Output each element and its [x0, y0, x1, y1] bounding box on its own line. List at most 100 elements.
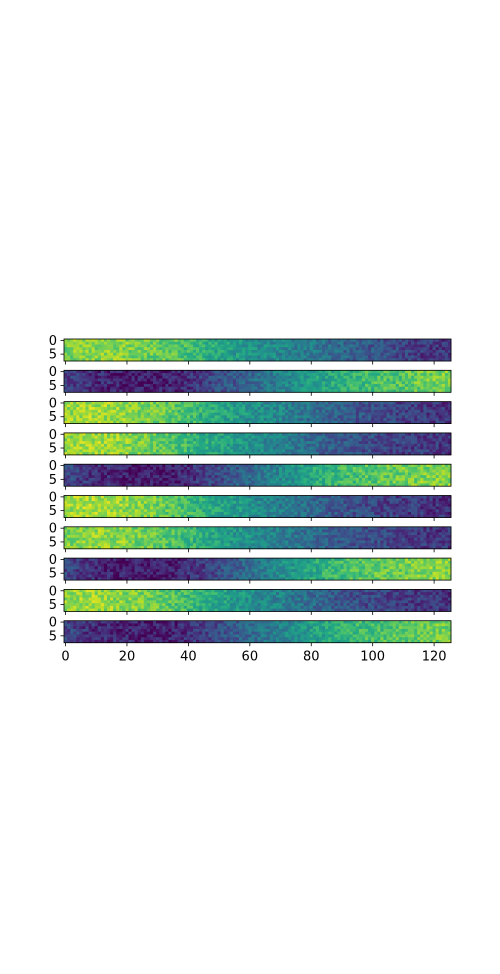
- heatmap-cell: [107, 373, 111, 377]
- heatmap-cell: [414, 418, 418, 422]
- heatmap-cell: [217, 441, 221, 445]
- heatmap-cell: [417, 438, 421, 442]
- heatmap-cell: [318, 432, 323, 436]
- heatmap-cell: [119, 469, 123, 473]
- heatmap-cell: [417, 407, 421, 411]
- heatmap-cell: [82, 355, 86, 359]
- heatmap-cell: [435, 355, 440, 359]
- heatmap-cell: [282, 401, 286, 405]
- heatmap-cell: [171, 449, 175, 453]
- heatmap-cell: [153, 344, 157, 348]
- heatmap-cell: [395, 420, 400, 424]
- heatmap-cell: [254, 418, 258, 422]
- heatmap-cell: [414, 464, 418, 468]
- heatmap-cell: [128, 401, 132, 405]
- heatmap-cell: [245, 469, 249, 473]
- heatmap-cell: [266, 355, 271, 359]
- heatmap-cell: [438, 341, 443, 345]
- heatmap-cell: [119, 466, 123, 471]
- heatmap-cell: [162, 386, 166, 390]
- heatmap-cell: [312, 339, 317, 343]
- heatmap-cell: [429, 339, 433, 343]
- heatmap-cell: [229, 480, 234, 484]
- heatmap-cell: [429, 370, 433, 374]
- heatmap-cell: [414, 370, 418, 374]
- heatmap-cell: [269, 418, 274, 422]
- heatmap-cell: [374, 339, 378, 343]
- heatmap-cell: [159, 347, 163, 351]
- heatmap-cell: [64, 432, 68, 436]
- heatmap-cell: [146, 386, 151, 390]
- heatmap-cell: [97, 404, 102, 408]
- heatmap-cell: [417, 435, 421, 439]
- heatmap-cell: [352, 407, 357, 411]
- heatmap-cell: [183, 358, 188, 362]
- heatmap-cell: [248, 438, 252, 442]
- heatmap-cell: [312, 373, 317, 377]
- heatmap-cell: [217, 469, 221, 473]
- heatmap-cell: [275, 409, 280, 413]
- heatmap-cell: [420, 480, 424, 484]
- heatmap-cell: [334, 352, 338, 356]
- heatmap-cell: [374, 475, 378, 479]
- heatmap-cell: [340, 409, 344, 413]
- heatmap-cell: [325, 389, 329, 393]
- heatmap-cell: [189, 373, 194, 377]
- heatmap-cell: [217, 475, 221, 479]
- heatmap-cell: [263, 438, 268, 442]
- heatmap-cell: [220, 389, 225, 393]
- heatmap-cell: [374, 407, 378, 411]
- heatmap-cell: [294, 384, 298, 388]
- heatmap-cell: [73, 477, 77, 482]
- heatmap-cell: [398, 466, 403, 471]
- heatmap-cell: [122, 341, 126, 345]
- heatmap-cell: [349, 446, 354, 450]
- heatmap-cell: [383, 409, 387, 413]
- heatmap-cell: [214, 355, 218, 359]
- heatmap-cell: [389, 389, 393, 393]
- heatmap-cell: [349, 404, 354, 408]
- heatmap-cell: [239, 449, 243, 453]
- heatmap-cell: [125, 347, 129, 351]
- heatmap-cell: [64, 449, 68, 453]
- heatmap-cell: [107, 341, 111, 345]
- heatmap-cell: [337, 420, 341, 424]
- heatmap-cell: [288, 355, 292, 359]
- heatmap-cell: [408, 352, 412, 356]
- heatmap-cell: [371, 341, 375, 345]
- heatmap-cell: [257, 441, 261, 445]
- heatmap-cell: [272, 466, 277, 471]
- heatmap-cell: [352, 432, 357, 436]
- heatmap-cell: [236, 435, 240, 439]
- heatmap-cell: [318, 341, 323, 345]
- heatmap-cell: [67, 418, 71, 422]
- heatmap-cell: [153, 355, 157, 359]
- heatmap-cell: [340, 347, 344, 351]
- heatmap-cell: [395, 452, 400, 456]
- heatmap-cell: [196, 409, 200, 413]
- heatmap-cell: [269, 401, 274, 405]
- heatmap-cell: [242, 352, 246, 356]
- heatmap-cell: [294, 378, 298, 382]
- heatmap-cell: [79, 466, 83, 471]
- heatmap-cell: [398, 344, 403, 348]
- heatmap-cell: [189, 415, 194, 419]
- heatmap-cell: [377, 401, 381, 405]
- heatmap-cell: [386, 358, 390, 362]
- heatmap-cell: [291, 341, 295, 345]
- heatmap-cell: [386, 378, 390, 382]
- heatmap-cell: [211, 339, 215, 343]
- heatmap-cell: [76, 341, 80, 345]
- heatmap-cell: [358, 435, 363, 439]
- heatmap-cell: [76, 441, 80, 445]
- heatmap-cell: [171, 420, 175, 424]
- heatmap-cell: [358, 347, 363, 351]
- heatmap-cell: [374, 370, 378, 374]
- heatmap-cell: [165, 472, 169, 476]
- heatmap-cell: [82, 446, 86, 450]
- heatmap-cell: [269, 352, 274, 356]
- panel-frame: [63, 338, 452, 362]
- heatmap-cell: [146, 466, 151, 471]
- heatmap-cell: [272, 401, 277, 405]
- heatmap-cell: [64, 435, 68, 439]
